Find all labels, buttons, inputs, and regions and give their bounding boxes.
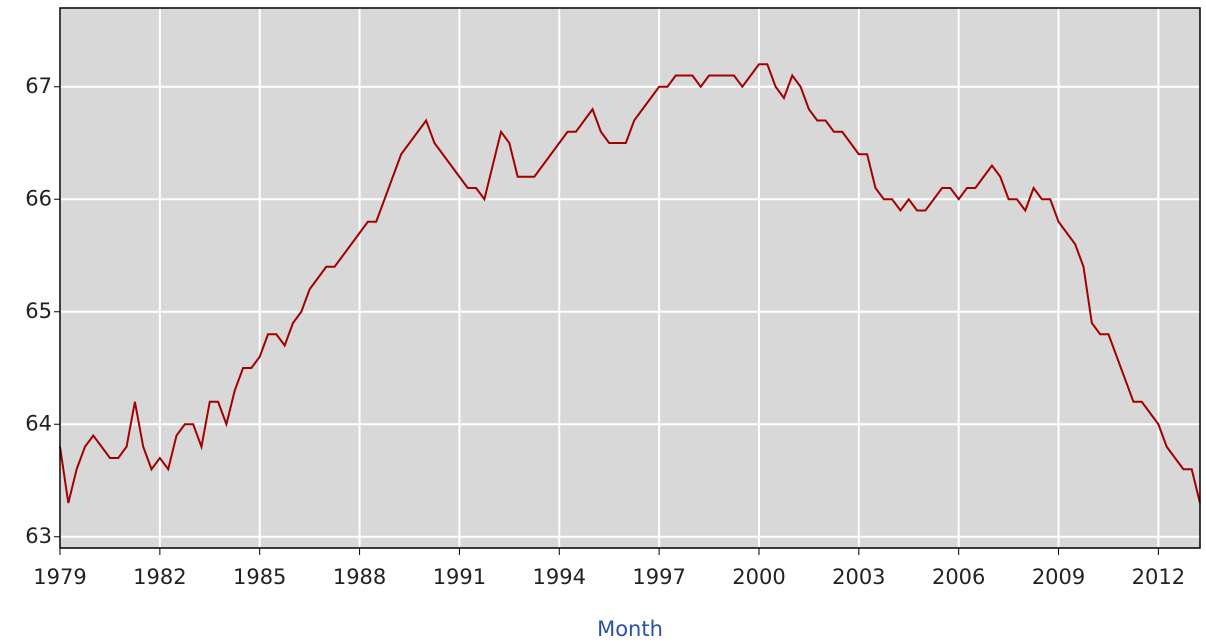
x-tick-label: 1985 bbox=[233, 565, 286, 589]
x-tick-label: 1994 bbox=[533, 565, 586, 589]
x-tick-label: 2006 bbox=[932, 565, 985, 589]
y-tick-label: 66 bbox=[25, 186, 52, 210]
y-tick-label: 65 bbox=[25, 299, 52, 323]
x-tick-label: 1991 bbox=[433, 565, 486, 589]
y-tick-label: 64 bbox=[25, 411, 52, 435]
plot-background bbox=[60, 8, 1200, 548]
x-tick-label: 2009 bbox=[1032, 565, 1085, 589]
x-tick-label: 1997 bbox=[632, 565, 685, 589]
x-tick-label: 1979 bbox=[33, 565, 86, 589]
x-tick-label: 2003 bbox=[832, 565, 885, 589]
x-tick-label: 1988 bbox=[333, 565, 386, 589]
marks bbox=[59, 63, 1201, 504]
y-tick-label: 63 bbox=[25, 524, 52, 548]
plot-frame bbox=[59, 7, 1201, 549]
y-tick-label: 67 bbox=[25, 74, 52, 98]
x-tick-label: 2000 bbox=[732, 565, 785, 589]
line bbox=[59, 63, 1201, 504]
x-tick-label: 2012 bbox=[1132, 565, 1185, 589]
x-axis-label: Month bbox=[597, 617, 663, 641]
x-tick-label: 1982 bbox=[133, 565, 186, 589]
